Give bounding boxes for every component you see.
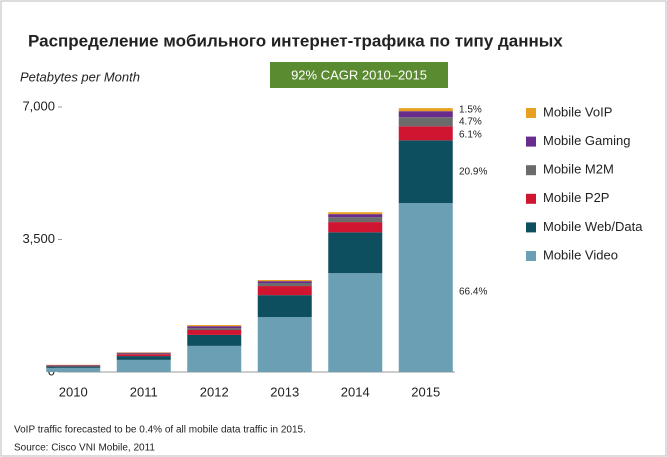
badge: 92% CAGR 2010–2015 [291, 67, 427, 82]
bar-segment [46, 366, 101, 368]
bar-segment [328, 217, 383, 223]
x-tick-label: 2011 [130, 384, 158, 399]
footnote: VoIP traffic forecasted to be 0.4% of al… [14, 425, 306, 436]
annotation: 1.5% [459, 105, 482, 116]
bar-segment [257, 280, 312, 282]
bar-segment [116, 359, 171, 372]
annotation: 20.9% [459, 167, 487, 178]
bar-segment [46, 367, 101, 372]
legend-label: Mobile Gaming [543, 133, 630, 148]
bar-segment [398, 117, 453, 127]
legend-swatch [526, 222, 536, 233]
bar-segment [398, 108, 453, 112]
bar-segment [187, 329, 242, 335]
bar-segment [116, 356, 171, 360]
bar-segment [398, 140, 453, 204]
bar-segment [187, 325, 242, 327]
bar-segment [257, 317, 312, 372]
bar-segment [46, 365, 101, 367]
legend-label: Mobile VoIP [543, 104, 612, 119]
bar-segment [398, 126, 453, 141]
legend-label: Mobile P2P [543, 190, 609, 205]
legend-swatch [526, 193, 536, 204]
annotation: 4.7% [459, 117, 482, 128]
bar-segment [257, 286, 312, 296]
bar-segment [398, 111, 453, 118]
x-tick-label: 2013 [270, 384, 299, 399]
y-axis-label: Petabytes per Month [20, 69, 140, 84]
bar-segment [187, 328, 242, 330]
bar-segment [257, 295, 312, 318]
legend-swatch [526, 136, 536, 147]
bar-segment [328, 232, 383, 274]
footnote: Source: Cisco VNI Mobile, 2011 [14, 443, 155, 454]
bar-segment [328, 214, 383, 218]
bar-segment [257, 281, 312, 284]
bar-segment [328, 273, 383, 372]
bar-segment [398, 203, 453, 372]
bar-segment [187, 334, 242, 346]
legend-swatch [526, 165, 536, 176]
x-tick-label: 2010 [59, 384, 88, 399]
bar-segment [328, 212, 383, 215]
bar-segment [116, 354, 171, 357]
y-tick-label: 7,000 [22, 98, 55, 113]
legend-swatch [526, 251, 536, 261]
annotation: 6.1% [459, 130, 482, 141]
legend-label: Mobile M2M [543, 162, 614, 177]
badge-box [270, 62, 448, 88]
legend-label: Mobile Web/Data [543, 219, 643, 234]
y-tick-label: 3,500 [22, 231, 55, 246]
bar-segment [257, 283, 312, 287]
chart-title: Распределение мобильного интернет-трафик… [28, 31, 563, 50]
x-tick-label: 2014 [341, 384, 370, 399]
bar-segment [116, 353, 171, 355]
bar-segment [187, 326, 242, 329]
x-tick-label: 2015 [411, 384, 440, 399]
x-tick-label: 2012 [200, 384, 229, 399]
legend-swatch [526, 108, 536, 118]
legend-label: Mobile Video [543, 247, 618, 262]
bar-segment [116, 352, 171, 354]
annotation: 66.4% [459, 287, 487, 298]
bar-segment [187, 345, 242, 372]
bar-segment [328, 222, 383, 233]
